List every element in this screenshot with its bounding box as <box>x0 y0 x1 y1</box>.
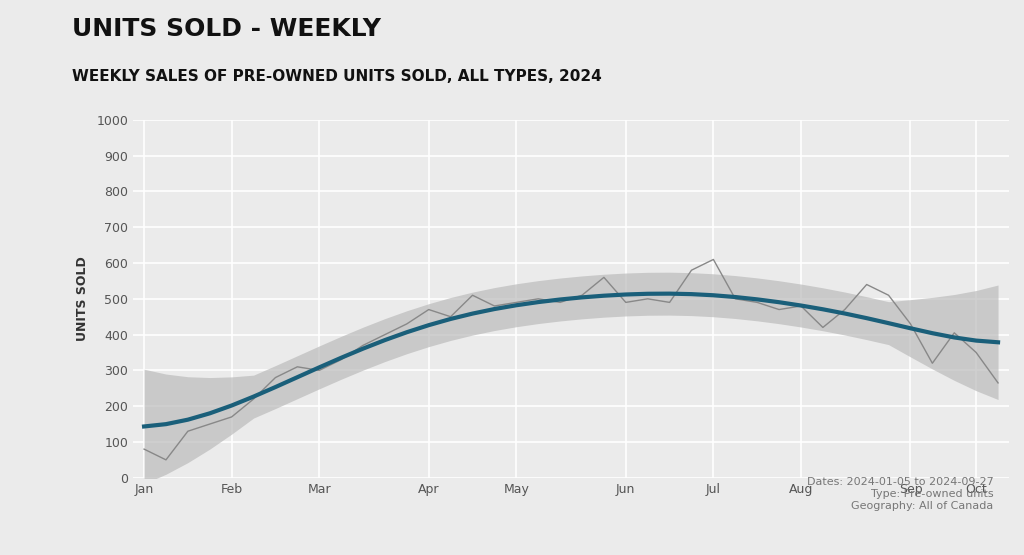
Y-axis label: UNITS SOLD: UNITS SOLD <box>77 256 89 341</box>
Text: Dates: 2024-01-05 to 2024-09-27
Type: Pre-owned units
Geography: All of Canada: Dates: 2024-01-05 to 2024-09-27 Type: Pr… <box>807 477 993 511</box>
Text: WEEKLY SALES OF PRE-OWNED UNITS SOLD, ALL TYPES, 2024: WEEKLY SALES OF PRE-OWNED UNITS SOLD, AL… <box>72 69 601 84</box>
Text: UNITS SOLD - WEEKLY: UNITS SOLD - WEEKLY <box>72 17 381 41</box>
